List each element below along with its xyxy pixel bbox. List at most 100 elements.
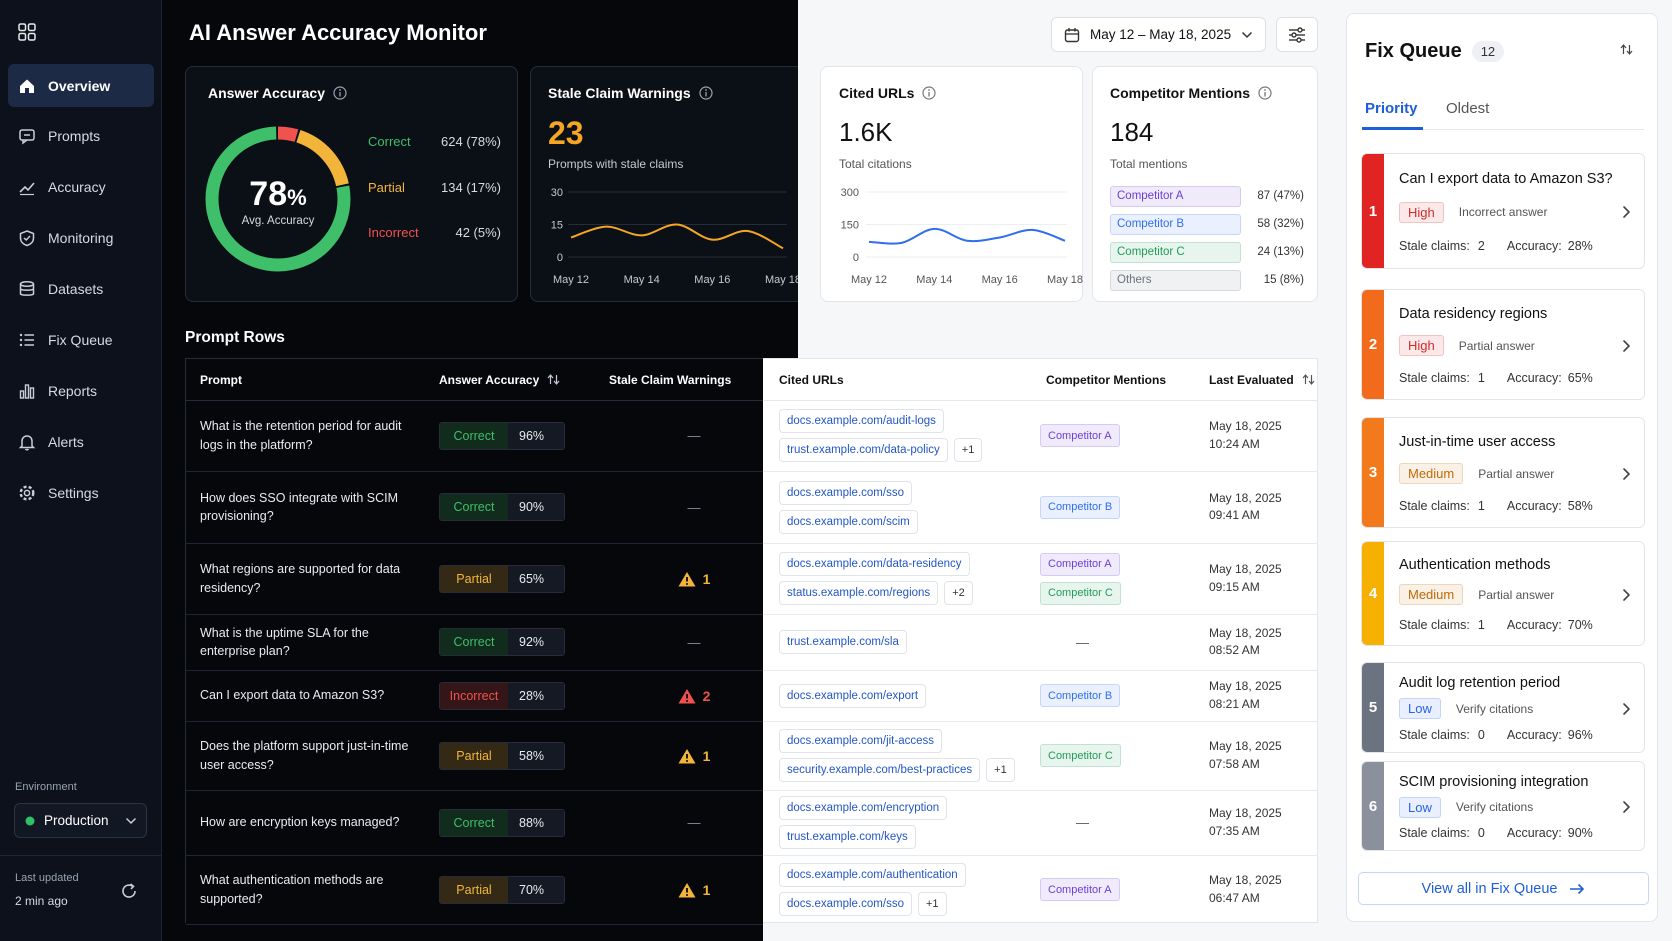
status-badge: Correct [440,494,508,520]
y-tick-label: 30 [551,187,563,199]
environment-label: Environment [15,781,77,793]
column-header[interactable]: Last Evaluated [1209,359,1315,400]
filter-icon-part [1296,36,1302,43]
environment-value: Production [44,813,109,828]
card: Stale Claim Warnings 23 Prompts with stale… [530,66,798,302]
url-chip[interactable]: docs.example.com/sso [779,892,912,916]
url-chip[interactable]: security.example.com/best-practices [779,758,981,782]
row-divider [186,721,763,722]
breakdown-value: 134 (17%) [441,179,501,195]
item-title: Authentication methods [1399,557,1551,573]
stale-value: 0 [1477,727,1485,742]
column-header[interactable]: Answer Accuracy [439,359,560,400]
tab[interactable]: Priority [1365,100,1418,117]
item-badge-row: Low Verify citations [1399,796,1533,818]
nav-icon-part [19,182,35,193]
more-chip[interactable]: +2 [944,581,973,605]
view-all-button[interactable]: View all in Fix Queue [1358,872,1649,905]
nav-item[interactable]: Overview [8,64,154,107]
nav-item[interactable]: Reports [8,369,154,412]
url-chip[interactable]: docs.example.com/scim [779,509,918,534]
section-title: Prompt Rows [185,329,285,346]
status-badge: Partial [440,742,508,769]
nav-item[interactable]: Monitoring [8,217,154,260]
nav-item[interactable]: Datasets [8,268,154,311]
nav-label: Overview [48,77,111,94]
filter-button[interactable] [1276,17,1318,52]
accuracy-cell: Partial 65% [439,564,565,593]
queue-item[interactable]: 6 SCIM provisioning integration Low Verify … [1361,761,1645,851]
issue-type: Partial answer [1478,587,1555,602]
queue-item[interactable]: 3 Just-in-time user access Medium Partial a… [1361,417,1645,528]
refresh-button[interactable] [120,882,140,902]
more-chip[interactable]: +1 [953,438,983,462]
column-header-label: Cited URLs [779,372,844,387]
prompt-text: What regions are supported for data resi… [200,562,401,595]
nav-item[interactable]: Alerts [8,420,154,463]
info-icon-part [704,89,707,91]
card: Cited URLs 1.6K Total citations 0 150 300 May … [820,66,1083,302]
stale-empty: — [687,499,701,515]
cited-caption: Total citations [839,157,912,171]
last-updated-label: Last updated [15,872,79,884]
stale-cell: 2 [609,670,763,721]
nav-item[interactable]: Fix Queue [8,319,154,362]
row-divider [763,721,1318,722]
info-icon [333,86,347,100]
column-header-label: Competitor Mentions [1046,372,1166,387]
last-evaluated: May 18, 2025 09:15 AM [1209,543,1314,614]
queue-item[interactable]: 5 Audit log retention period Low Verify cit… [1361,662,1645,753]
issue-type: Partial answer [1458,338,1535,353]
queue-item[interactable]: 1 Can I export data to Amazon S3? High Inco… [1361,153,1645,269]
urls-cell: docs.example.com/authentication docs.exam… [779,855,1039,924]
more-chip[interactable]: +1 [917,892,947,916]
environment-select[interactable]: Production [14,803,147,838]
url-chip[interactable]: trust.example.com/keys [779,825,916,849]
eval-time: 06:47 AM [1209,890,1260,905]
sort-button[interactable] [1618,43,1638,63]
chevron-right-part [1623,206,1630,218]
cited-value: 1.6K [839,117,893,147]
url-chip[interactable]: status.example.com/regions [779,581,939,605]
url-chip[interactable]: docs.example.com/audit-logs [779,409,944,433]
stale-cell: — [609,790,763,855]
nav-item[interactable]: Settings [8,471,154,514]
competitors-cell: Competitor C [1040,721,1190,790]
url-chip[interactable]: docs.example.com/export [779,683,927,708]
nav-icon-part [19,485,35,501]
url-chip[interactable]: docs.example.com/sso [779,480,912,505]
stale-count: 1 [702,747,711,764]
url-chip[interactable]: trust.example.com/sla [779,630,907,654]
last-evaluated: May 18, 2025 09:41 AM [1209,471,1314,543]
url-chip[interactable]: docs.example.com/authentication [779,863,966,887]
breakdown-label: Partial [368,179,405,195]
url-chip[interactable]: docs.example.com/encryption [779,796,948,820]
competitor-badge: Competitor C [1040,581,1121,605]
urls-cell: docs.example.com/export [779,670,1039,721]
refresh-icon-part [122,884,136,898]
queue-item[interactable]: 4 Authentication methods Medium Partial ans… [1361,541,1645,646]
stale-cell: — [609,614,763,670]
date-range-picker[interactable]: May 12 – May 18, 2025 [1051,17,1266,52]
column-header: Competitor Mentions [1046,359,1166,400]
card-title-row: Stale Claim Warnings [548,85,713,101]
eval-time: 10:24 AM [1209,436,1260,451]
info-icon-part [333,86,347,100]
tab[interactable]: Oldest [1446,100,1490,117]
accuracy-caption: Avg. Accuracy [241,215,315,227]
nav-icon [20,79,34,93]
url-chip[interactable]: trust.example.com/data-policy [779,438,948,462]
url-chip[interactable]: docs.example.com/jit-access [779,729,942,753]
accuracy-label: Accuracy: [1506,370,1562,385]
nav-icon [19,129,35,145]
filter-icon [1289,26,1305,43]
accuracy-value: 58% [1567,498,1593,513]
nav-item[interactable]: Accuracy [8,166,154,209]
nav-item[interactable]: Prompts [8,115,154,158]
accuracy-value: 90% [1567,826,1593,840]
card: Answer Accuracy 78% Avg. Accuracy Correct 62… [185,66,518,302]
queue-item[interactable]: 2 Data residency regions High Partial answe… [1361,289,1645,400]
more-chip[interactable]: +1 [986,758,1015,782]
nav-icon-part [29,387,35,399]
url-chip[interactable]: docs.example.com/data-residency [779,552,970,576]
